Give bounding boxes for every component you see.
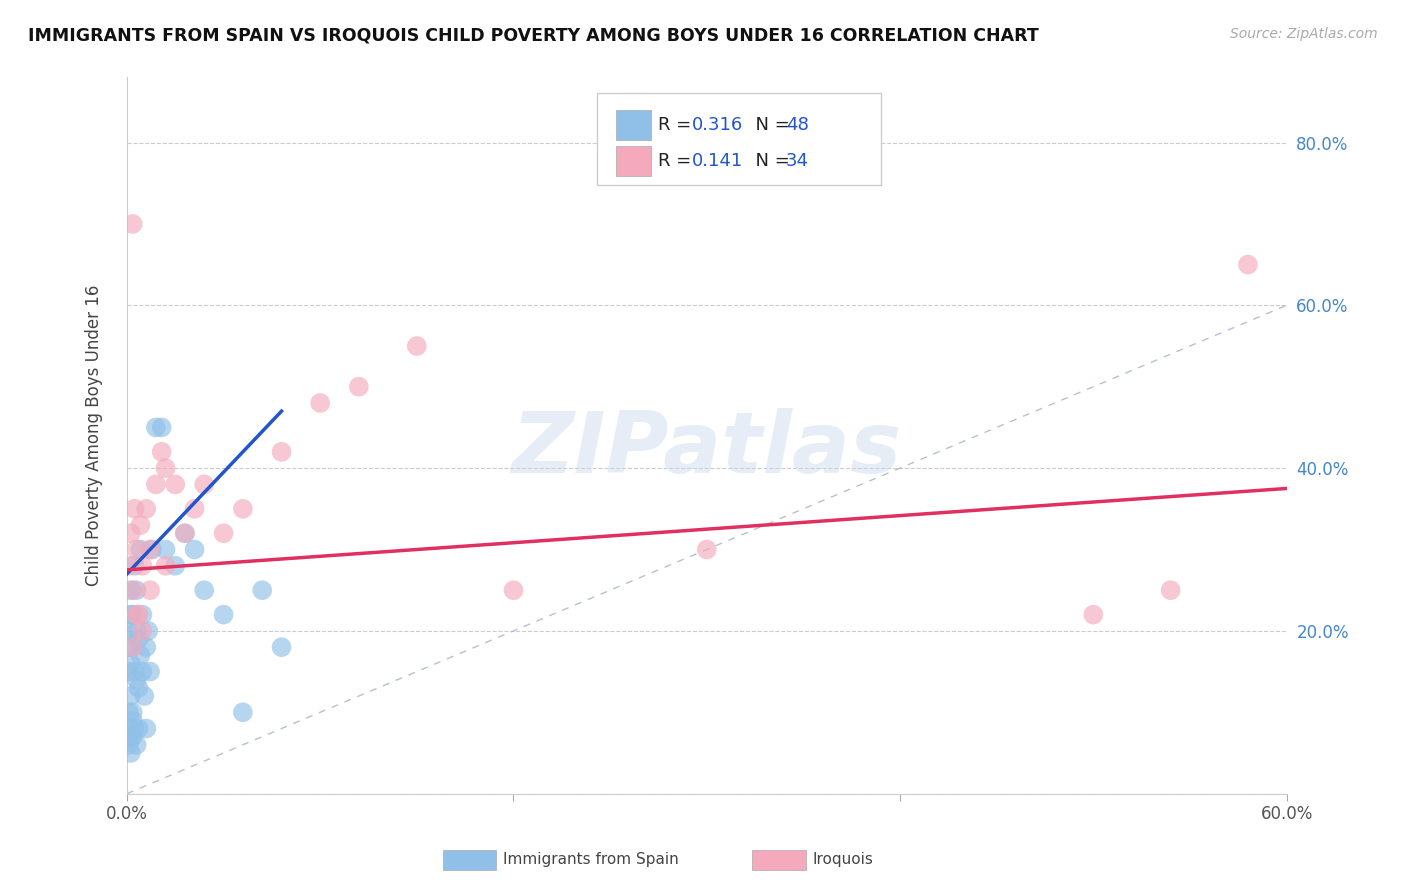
Point: [183, 501, 205, 516]
Text: IMMIGRANTS FROM SPAIN VS IROQUOIS CHILD POVERTY AMONG BOYS UNDER 16 CORRELATION : IMMIGRANTS FROM SPAIN VS IROQUOIS CHILD …: [28, 27, 1039, 45]
Point: [121, 730, 143, 744]
FancyBboxPatch shape: [616, 111, 651, 140]
FancyBboxPatch shape: [616, 146, 651, 177]
Point: [125, 583, 148, 598]
Point: [135, 640, 157, 655]
Point: [120, 657, 142, 671]
Point: [232, 501, 254, 516]
Point: [270, 445, 292, 459]
Point: [696, 542, 718, 557]
Text: N =: N =: [744, 117, 796, 135]
Point: [134, 689, 156, 703]
Text: 0.141: 0.141: [692, 153, 742, 170]
Point: [135, 501, 157, 516]
Point: [155, 558, 177, 573]
Point: [120, 583, 142, 598]
Point: [193, 583, 215, 598]
Point: [121, 640, 143, 655]
Point: [165, 558, 187, 573]
Point: [118, 640, 141, 655]
Text: N =: N =: [744, 153, 796, 170]
Point: [129, 542, 152, 557]
Point: [165, 477, 187, 491]
Point: [120, 746, 142, 760]
Point: [120, 607, 142, 622]
Point: [150, 445, 173, 459]
Point: [232, 706, 254, 720]
Point: [124, 558, 146, 573]
Point: [118, 722, 141, 736]
Point: [118, 665, 141, 679]
Point: [125, 738, 148, 752]
Point: [124, 665, 146, 679]
Text: ZIPatlas: ZIPatlas: [512, 409, 901, 491]
Point: [145, 477, 167, 491]
Point: [131, 665, 153, 679]
Point: [141, 542, 163, 557]
Point: [121, 217, 143, 231]
Point: [193, 477, 215, 491]
Point: [1083, 607, 1105, 622]
Point: [121, 583, 143, 598]
Point: [131, 624, 153, 638]
Point: [1237, 258, 1260, 272]
Point: [121, 706, 143, 720]
Point: [125, 542, 148, 557]
Point: [131, 558, 153, 573]
Point: [174, 526, 197, 541]
Text: 34: 34: [786, 153, 808, 170]
Point: [120, 730, 142, 744]
Point: [118, 706, 141, 720]
Point: [128, 632, 150, 646]
Point: [128, 607, 150, 622]
Point: [121, 640, 143, 655]
Point: [212, 526, 235, 541]
Point: [309, 396, 332, 410]
Point: [124, 501, 146, 516]
Point: [125, 624, 148, 638]
Text: Iroquois: Iroquois: [813, 853, 873, 867]
Point: [150, 420, 173, 434]
Point: [121, 607, 143, 622]
Point: [347, 380, 370, 394]
Y-axis label: Child Poverty Among Boys Under 16: Child Poverty Among Boys Under 16: [86, 285, 103, 586]
Point: [139, 583, 162, 598]
Text: Immigrants from Spain: Immigrants from Spain: [503, 853, 679, 867]
Point: [128, 722, 150, 736]
Text: Source: ZipAtlas.com: Source: ZipAtlas.com: [1230, 27, 1378, 41]
Point: [139, 542, 162, 557]
Point: [118, 558, 141, 573]
Text: R =: R =: [658, 117, 697, 135]
Point: [174, 526, 197, 541]
Point: [135, 722, 157, 736]
Point: [118, 624, 141, 638]
Point: [250, 583, 273, 598]
Point: [118, 738, 141, 752]
Point: [405, 339, 427, 353]
Point: [145, 420, 167, 434]
Point: [129, 648, 152, 663]
Point: [131, 607, 153, 622]
Point: [1160, 583, 1182, 598]
Point: [212, 607, 235, 622]
Point: [136, 624, 159, 638]
Point: [139, 665, 162, 679]
FancyBboxPatch shape: [596, 93, 880, 185]
Point: [121, 714, 143, 728]
Point: [125, 673, 148, 687]
Text: R =: R =: [658, 153, 697, 170]
Point: [155, 461, 177, 475]
Text: 48: 48: [786, 117, 808, 135]
Point: [120, 526, 142, 541]
Point: [502, 583, 524, 598]
Point: [155, 542, 177, 557]
Point: [124, 722, 146, 736]
Point: [129, 518, 152, 533]
Text: 0.316: 0.316: [692, 117, 742, 135]
Point: [183, 542, 205, 557]
Point: [120, 689, 142, 703]
Point: [128, 681, 150, 695]
Point: [125, 607, 148, 622]
Point: [270, 640, 292, 655]
